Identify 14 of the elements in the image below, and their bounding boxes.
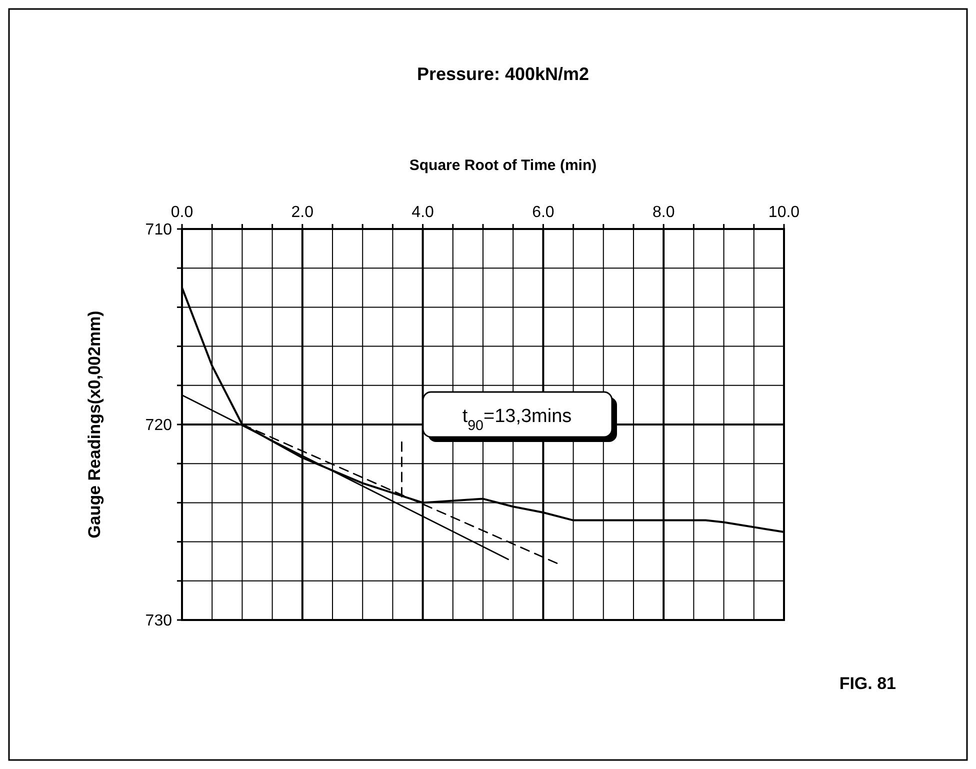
annotation: t$_{90}$=13,3mins <box>462 406 572 434</box>
x-tick-label: 6.0 <box>532 204 554 221</box>
y-axis-title: Gauge Readings(x0,002mm) <box>85 310 104 538</box>
x-tick-label: 0.0 <box>170 204 194 221</box>
x-tick-label: 8.0 <box>652 204 675 221</box>
x-tick-label: 2.0 <box>291 204 314 221</box>
chart-title: Pressure: 400kN/m2 <box>416 64 590 84</box>
y-tick-label: 710 <box>145 222 172 239</box>
x-tick-label: 4.0 <box>412 204 434 221</box>
x-tick-label: 10.0 <box>768 204 800 221</box>
caption: FIG. 81 <box>839 674 896 693</box>
y-tick-label: 730 <box>145 612 172 630</box>
x-axis-title: Square Root of Time (min) <box>409 157 597 174</box>
y-tick-label: 720 <box>145 417 172 434</box>
